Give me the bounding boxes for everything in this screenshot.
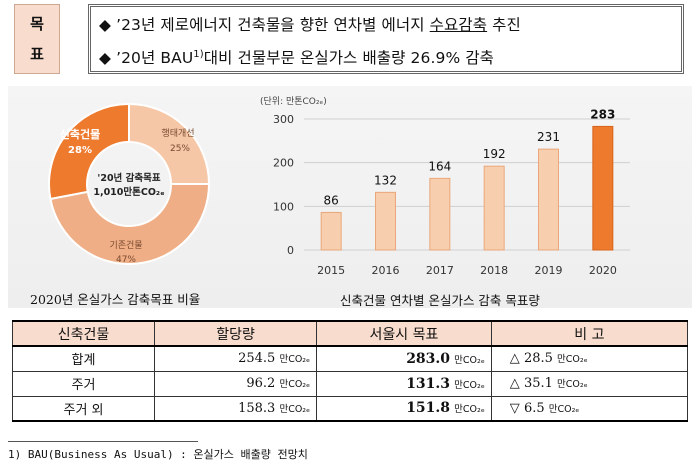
goal-line-2: ◆ ’20년 BAU1)대비 건물부문 온실가스 배출량 26.9% 감축 bbox=[99, 40, 681, 73]
row-allocation: 96.2 만CO₂ₑ bbox=[153, 370, 318, 397]
unit-label: 만CO₂ₑ bbox=[279, 354, 311, 366]
goal-label: 목 표 bbox=[14, 4, 60, 74]
goal-line-2-sup: 1) bbox=[193, 49, 204, 60]
footnote: 1) BAU(Business As Usual) : 온실가스 배출량 전망치 bbox=[8, 448, 308, 461]
y-tick-label: 100 bbox=[273, 200, 294, 213]
bar-2016 bbox=[375, 191, 396, 251]
unit-label: 만CO₂ₑ bbox=[557, 379, 588, 390]
row-category: 합계 bbox=[12, 345, 155, 372]
bar-value-label: 231 bbox=[537, 130, 560, 144]
goal-label-char-1: 목 bbox=[30, 15, 44, 33]
table-row: 주거 96.2 만CO₂ₑ 131.3 만CO₂ₑ △ 35.1 만CO₂ₑ bbox=[12, 370, 689, 397]
donut-segment-existing bbox=[49, 183, 211, 265]
header-allocation: 할당량 bbox=[153, 320, 318, 347]
unit-label: 만CO₂ₑ bbox=[454, 354, 485, 366]
row-note: △ 35.1 만CO₂ₑ bbox=[490, 370, 689, 397]
donut-label-retrofit: 행태개선 bbox=[161, 127, 194, 139]
goal-bullet-1: ◆ bbox=[99, 16, 112, 34]
note-value: 35.1 bbox=[523, 376, 553, 391]
allocation-value: 158.3 bbox=[238, 400, 276, 416]
table-row: 합계 254.5 만CO₂ₑ 283.0 만CO₂ₑ △ 28.5 만CO₂ₑ bbox=[12, 345, 689, 372]
donut-pct-retrofit: 25% bbox=[170, 144, 190, 154]
x-tick-label: 2017 bbox=[426, 264, 454, 277]
bar-chart: (단위: 만톤CO₂ₑ) 0 100 200 300 86 2015 132 2016 164… bbox=[260, 96, 630, 277]
unit-label: 만CO₂ₑ bbox=[454, 404, 485, 416]
target-value: 283.0 bbox=[406, 350, 451, 367]
footnote-divider bbox=[8, 441, 198, 442]
bar-2020 bbox=[592, 125, 614, 251]
y-tick-label: 200 bbox=[273, 157, 294, 170]
x-tick-label: 2019 bbox=[535, 264, 563, 277]
x-tick-label: 2015 bbox=[317, 264, 345, 277]
row-category: 주거 외 bbox=[12, 395, 155, 422]
note-symbol: ▽ bbox=[509, 400, 520, 416]
row-allocation: 158.3 만CO₂ₑ bbox=[153, 395, 318, 422]
allocation-value: 96.2 bbox=[246, 376, 276, 391]
donut-center-value: 1,010만톤CO₂ₑ bbox=[93, 186, 165, 198]
table-row: 주거 외 158.3 만CO₂ₑ 151.8 만CO₂ₑ ▽ 6.5 만CO₂ₑ bbox=[12, 395, 689, 422]
donut-caption: 2020년 온실가스 감축목표 비율 bbox=[30, 292, 201, 307]
goal-line-1-tail: 추진 bbox=[487, 16, 521, 34]
note-value: 6.5 bbox=[523, 400, 545, 416]
header-note: 비 고 bbox=[490, 320, 689, 347]
note-symbol: △ bbox=[509, 351, 520, 367]
row-target: 131.3 만CO₂ₑ bbox=[316, 370, 492, 397]
note-value: 28.5 bbox=[523, 351, 553, 367]
header-target: 서울시 목표 bbox=[316, 320, 492, 347]
table-header-row: 신축건물 할당량 서울시 목표 비 고 bbox=[12, 320, 689, 347]
bar-2017 bbox=[429, 177, 451, 251]
donut-pct-existing: 47% bbox=[116, 255, 136, 265]
row-allocation: 254.5 만CO₂ₑ bbox=[153, 345, 318, 372]
row-target: 151.8 만CO₂ₑ bbox=[316, 395, 492, 422]
row-category: 주거 bbox=[12, 370, 155, 397]
x-tick-label: 2016 bbox=[372, 264, 400, 277]
y-tick-label: 300 bbox=[273, 113, 294, 126]
goal-line-1-underlined: 수요감축 bbox=[429, 16, 488, 34]
goal-label-char-2: 표 bbox=[30, 45, 44, 63]
goal-line-2-pre: ’20년 BAU bbox=[116, 49, 194, 67]
goal-box: ◆ ’23년 제로에너지 건축물을 향한 연차별 에너지 수요감축 추진 ◆ ’… bbox=[88, 4, 684, 74]
bar-value-label: 164 bbox=[428, 159, 451, 173]
target-value: 131.3 bbox=[406, 375, 451, 392]
bar-value-label: 192 bbox=[483, 147, 506, 161]
y-tick-label: 0 bbox=[287, 244, 294, 257]
x-tick-label: 2018 bbox=[480, 264, 508, 277]
bar-2019 bbox=[538, 148, 559, 251]
unit-label: 만CO₂ₑ bbox=[557, 354, 588, 366]
donut-segment-new bbox=[48, 102, 130, 201]
row-note: △ 28.5 만CO₂ₑ bbox=[490, 345, 689, 372]
unit-label: 만CO₂ₑ bbox=[454, 379, 485, 391]
bar-value-label: 132 bbox=[374, 173, 397, 187]
donut-label-new: 신축건물 bbox=[60, 127, 100, 141]
allocation-table: 신축건물 할당량 서울시 목표 비 고 합계 254.5 만CO₂ₑ 283.0… bbox=[12, 320, 689, 422]
goal-line-2-text: 대비 건물부문 온실가스 배출량 26.9% 감축 bbox=[203, 49, 495, 67]
donut-center-title: '20년 감축목표 bbox=[97, 172, 160, 184]
header-category: 신축건물 bbox=[12, 320, 155, 347]
unit-label: 만CO₂ₑ bbox=[279, 403, 311, 415]
x-tick-label: 2020 bbox=[589, 264, 617, 277]
bar-2015 bbox=[320, 211, 342, 251]
donut-label-existing: 기존건물 bbox=[109, 240, 142, 251]
unit-label: 만CO₂ₑ bbox=[279, 379, 311, 390]
unit-label: 만CO₂ₑ bbox=[548, 403, 580, 415]
donut-chart: '20년 감축목표 1,010만톤CO₂ₑ 신축건물 28% 행태개선 25% … bbox=[48, 102, 211, 265]
bar-chart-unit: (단위: 만톤CO₂ₑ) bbox=[260, 96, 327, 107]
goal-line-1-text: ’23년 제로에너지 건축물을 향한 연차별 에너지 bbox=[116, 16, 430, 34]
bar-chart-caption: 신축건물 연차별 온실가스 감축 목표량 bbox=[340, 293, 540, 308]
goal-line-1: ◆ ’23년 제로에너지 건축물을 향한 연차별 에너지 수요감축 추진 bbox=[99, 11, 681, 40]
row-note: ▽ 6.5 만CO₂ₑ bbox=[490, 395, 689, 422]
bar-2018 bbox=[483, 165, 505, 251]
note-symbol: △ bbox=[509, 376, 520, 391]
allocation-value: 254.5 bbox=[238, 351, 276, 367]
bar-value-label: 283 bbox=[590, 107, 615, 121]
bar-value-label: 86 bbox=[324, 193, 339, 207]
donut-pct-new: 28% bbox=[68, 145, 92, 156]
goal-bullet-2: ◆ bbox=[99, 49, 112, 67]
row-target: 283.0 만CO₂ₑ bbox=[316, 345, 492, 372]
target-value: 151.8 bbox=[406, 400, 451, 417]
